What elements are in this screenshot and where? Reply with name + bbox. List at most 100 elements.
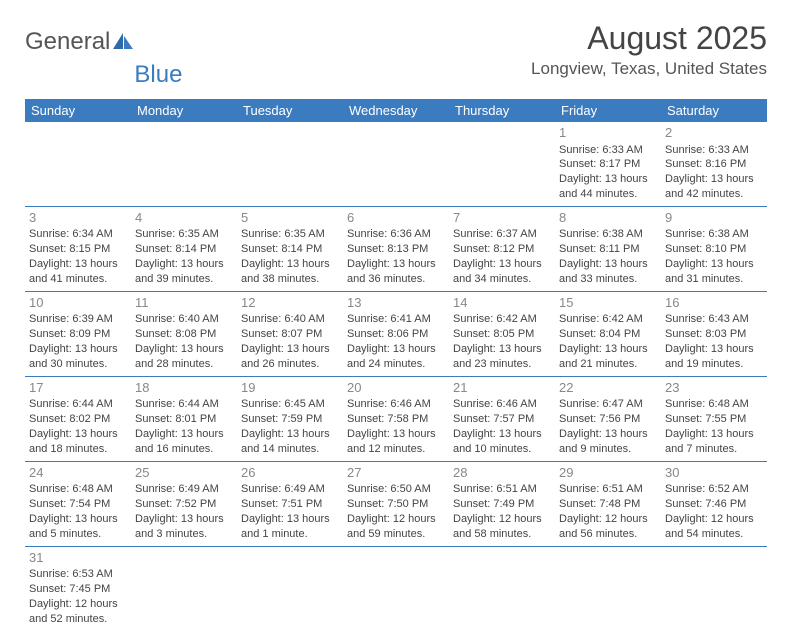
day-number: 27 — [347, 464, 445, 482]
cell-sunrise: Sunrise: 6:33 AM — [665, 143, 763, 158]
cell-daylight1: Daylight: 13 hours — [453, 427, 551, 442]
cell-daylight2: and 10 minutes. — [453, 442, 551, 457]
day-header: Sunday — [25, 99, 131, 122]
cell-sunrise: Sunrise: 6:42 AM — [559, 312, 657, 327]
cell-daylight2: and 14 minutes. — [241, 442, 339, 457]
cell-daylight1: Daylight: 12 hours — [559, 512, 657, 527]
cell-sunset: Sunset: 8:08 PM — [135, 327, 233, 342]
calendar-header-row: SundayMondayTuesdayWednesdayThursdayFrid… — [25, 99, 767, 122]
cell-sunrise: Sunrise: 6:35 AM — [241, 227, 339, 242]
cell-sunset: Sunset: 7:48 PM — [559, 497, 657, 512]
cell-daylight2: and 52 minutes. — [29, 612, 127, 627]
calendar-week-row: 24Sunrise: 6:48 AMSunset: 7:54 PM Dayligh… — [25, 461, 767, 546]
day-number: 31 — [29, 549, 127, 567]
day-number: 18 — [135, 379, 233, 397]
cell-daylight1: Daylight: 13 hours — [665, 342, 763, 357]
cell-sunrise: Sunrise: 6:38 AM — [665, 227, 763, 242]
cell-daylight2: and 36 minutes. — [347, 272, 445, 287]
day-number: 2 — [665, 124, 763, 142]
cell-daylight2: and 33 minutes. — [559, 272, 657, 287]
cell-sunset: Sunset: 8:02 PM — [29, 412, 127, 427]
calendar-week-row: 3Sunrise: 6:34 AMSunset: 8:15 PMDaylight… — [25, 206, 767, 291]
day-number: 6 — [347, 209, 445, 227]
cell-sunrise: Sunrise: 6:36 AM — [347, 227, 445, 242]
cell-sunrise: Sunrise: 6:41 AM — [347, 312, 445, 327]
calendar-cell: 18Sunrise: 6:44 AMSunset: 8:01 PMDayligh… — [131, 376, 237, 461]
day-header: Saturday — [661, 99, 767, 122]
cell-sunrise: Sunrise: 6:48 AM — [665, 397, 763, 412]
cell-sunset: Sunset: 8:16 PM — [665, 157, 763, 172]
location: Longview, Texas, United States — [531, 59, 767, 79]
calendar-week-row: 31Sunrise: 6:53 AMSunset: 7:45 PMDayligh… — [25, 546, 767, 630]
cell-sunset: Sunset: 8:11 PM — [559, 242, 657, 257]
cell-daylight1: Daylight: 13 hours — [29, 342, 127, 357]
cell-sunrise: Sunrise: 6:47 AM — [559, 397, 657, 412]
logo-text-blue: Blue — [134, 61, 182, 89]
day-number: 29 — [559, 464, 657, 482]
cell-sunrise: Sunrise: 6:48 AM — [29, 482, 127, 497]
cell-daylight2: and 21 minutes. — [559, 357, 657, 372]
calendar-cell: 6Sunrise: 6:36 AMSunset: 8:13 PMDaylight… — [343, 206, 449, 291]
cell-sunrise: Sunrise: 6:51 AM — [559, 482, 657, 497]
day-number: 4 — [135, 209, 233, 227]
cell-sunset: Sunset: 8:15 PM — [29, 242, 127, 257]
cell-sunrise: Sunrise: 6:39 AM — [29, 312, 127, 327]
cell-sunrise: Sunrise: 6:42 AM — [453, 312, 551, 327]
calendar-cell: 4Sunrise: 6:35 AMSunset: 8:14 PMDaylight… — [131, 206, 237, 291]
day-number: 21 — [453, 379, 551, 397]
cell-sunrise: Sunrise: 6:37 AM — [453, 227, 551, 242]
cell-sunset: Sunset: 8:10 PM — [665, 242, 763, 257]
calendar-cell: 13Sunrise: 6:41 AMSunset: 8:06 PMDayligh… — [343, 291, 449, 376]
cell-sunrise: Sunrise: 6:52 AM — [665, 482, 763, 497]
day-number: 16 — [665, 294, 763, 312]
day-number: 24 — [29, 464, 127, 482]
cell-sunset: Sunset: 7:54 PM — [29, 497, 127, 512]
cell-daylight2: and 39 minutes. — [135, 272, 233, 287]
cell-daylight1: Daylight: 13 hours — [135, 342, 233, 357]
cell-sunset: Sunset: 8:05 PM — [453, 327, 551, 342]
cell-sunrise: Sunrise: 6:40 AM — [241, 312, 339, 327]
calendar-cell: 17Sunrise: 6:44 AMSunset: 8:02 PMDayligh… — [25, 376, 131, 461]
cell-sunset: Sunset: 7:59 PM — [241, 412, 339, 427]
cell-daylight2: and 16 minutes. — [135, 442, 233, 457]
calendar-cell — [449, 546, 555, 630]
day-number: 25 — [135, 464, 233, 482]
cell-sunset: Sunset: 7:56 PM — [559, 412, 657, 427]
cell-daylight1: Daylight: 13 hours — [135, 427, 233, 442]
cell-daylight1: Daylight: 12 hours — [453, 512, 551, 527]
cell-daylight2: and 1 minute. — [241, 527, 339, 542]
cell-daylight2: and 7 minutes. — [665, 442, 763, 457]
calendar-cell — [343, 122, 449, 206]
month-title: August 2025 — [531, 20, 767, 57]
cell-sunset: Sunset: 8:09 PM — [29, 327, 127, 342]
day-header: Wednesday — [343, 99, 449, 122]
cell-daylight2: and 18 minutes. — [29, 442, 127, 457]
calendar-cell — [661, 546, 767, 630]
calendar-cell: 26Sunrise: 6:49 AMSunset: 7:51 PMDayligh… — [237, 461, 343, 546]
cell-daylight2: and 31 minutes. — [665, 272, 763, 287]
cell-daylight1: Daylight: 13 hours — [241, 427, 339, 442]
cell-sunrise: Sunrise: 6:43 AM — [665, 312, 763, 327]
calendar-cell — [343, 546, 449, 630]
cell-daylight2: and 28 minutes. — [135, 357, 233, 372]
cell-daylight2: and 41 minutes. — [29, 272, 127, 287]
calendar-cell: 21Sunrise: 6:46 AMSunset: 7:57 PMDayligh… — [449, 376, 555, 461]
day-number: 9 — [665, 209, 763, 227]
cell-sunset: Sunset: 8:14 PM — [135, 242, 233, 257]
cell-sunrise: Sunrise: 6:45 AM — [241, 397, 339, 412]
calendar-cell: 27Sunrise: 6:50 AMSunset: 7:50 PMDayligh… — [343, 461, 449, 546]
cell-sunrise: Sunrise: 6:49 AM — [241, 482, 339, 497]
cell-daylight1: Daylight: 13 hours — [453, 342, 551, 357]
cell-daylight2: and 44 minutes. — [559, 187, 657, 202]
calendar-table: SundayMondayTuesdayWednesdayThursdayFrid… — [25, 99, 767, 631]
cell-sunset: Sunset: 8:06 PM — [347, 327, 445, 342]
day-number: 8 — [559, 209, 657, 227]
cell-sunrise: Sunrise: 6:40 AM — [135, 312, 233, 327]
cell-daylight1: Daylight: 13 hours — [241, 342, 339, 357]
sail-icon — [112, 29, 134, 57]
calendar-cell: 20Sunrise: 6:46 AMSunset: 7:58 PMDayligh… — [343, 376, 449, 461]
cell-daylight2: and 12 minutes. — [347, 442, 445, 457]
calendar-cell: 22Sunrise: 6:47 AMSunset: 7:56 PMDayligh… — [555, 376, 661, 461]
cell-sunset: Sunset: 8:07 PM — [241, 327, 339, 342]
calendar-cell: 28Sunrise: 6:51 AMSunset: 7:49 PMDayligh… — [449, 461, 555, 546]
